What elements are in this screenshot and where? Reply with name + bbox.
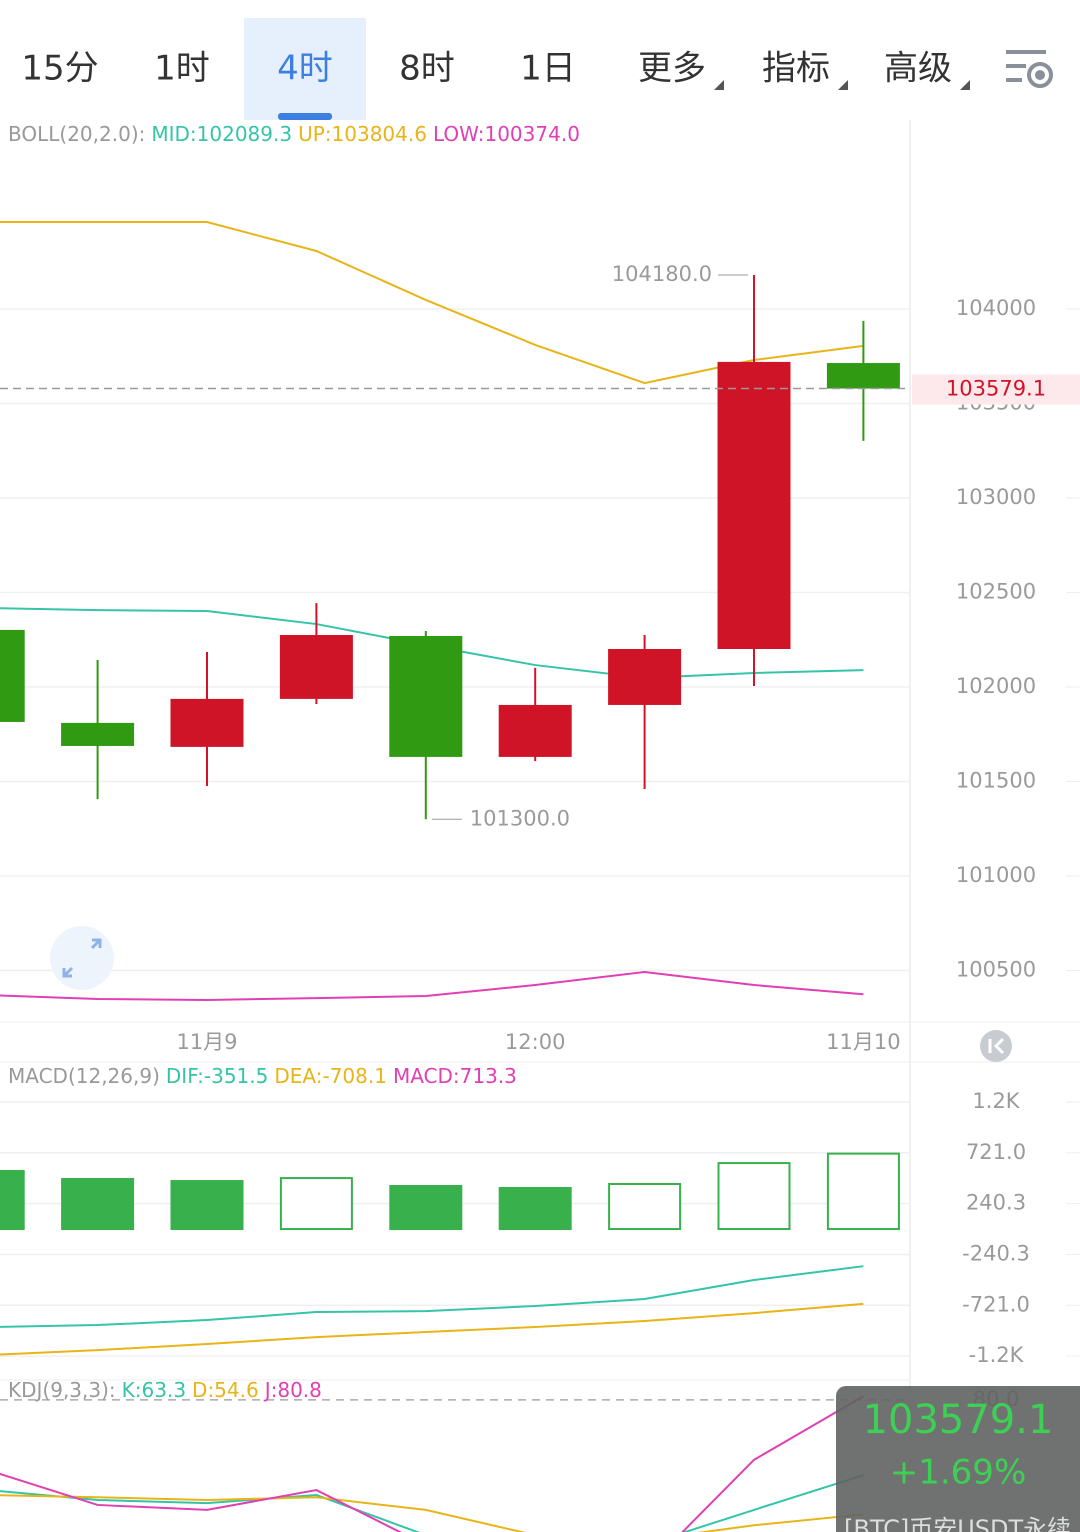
y-tick-label: 104000 xyxy=(956,296,1036,320)
tab[interactable]: 1时 xyxy=(154,49,210,89)
tab[interactable]: 1日 xyxy=(520,49,576,89)
annotation: 104180.0 xyxy=(612,262,712,286)
indicator-name: MACD(12,26,9) xyxy=(8,1064,160,1088)
candle-body xyxy=(826,363,900,389)
ticker-change: +1.69% xyxy=(890,1453,1027,1493)
last-price-box xyxy=(912,374,1080,405)
candle-body xyxy=(61,722,135,746)
series-line xyxy=(0,221,864,385)
legend-entry: DEA:-708.1 xyxy=(274,1064,387,1088)
series-line xyxy=(0,1265,864,1328)
macd-bar xyxy=(61,1178,135,1231)
indicator-name: KDJ(9,3,3): xyxy=(8,1378,116,1402)
y-tick-label: 102000 xyxy=(956,674,1036,698)
tab[interactable]: 8时 xyxy=(399,49,455,89)
y-tick-label: 103000 xyxy=(956,485,1036,509)
macd-bar xyxy=(279,1177,353,1231)
ticker-price: 103579.1 xyxy=(863,1397,1054,1443)
legend-entry: D:54.6 xyxy=(192,1378,259,1402)
series-line xyxy=(0,1474,864,1532)
y-tick-label: -240.3 xyxy=(962,1241,1030,1265)
tab[interactable]: 指标 xyxy=(762,49,830,89)
dropdown-arrow xyxy=(838,80,848,90)
axes: 100500 101000 101500 102000 102500 103000 1035… xyxy=(176,296,1080,1411)
dropdown-arrow xyxy=(960,80,970,90)
x-tick-label: 11月10 xyxy=(826,1030,900,1054)
tab[interactable]: 高级 xyxy=(884,49,952,89)
y-tick-label: 102500 xyxy=(956,579,1036,603)
legend-entry: MID:102089.3 xyxy=(151,122,292,146)
macd-bar xyxy=(717,1162,791,1231)
annotation: 101300.0 xyxy=(470,806,570,830)
ticker-name: [BTC]币安USDT永续 xyxy=(844,1515,1071,1532)
y-tick-label: 101000 xyxy=(956,863,1036,887)
legend-entry: DIF:-351.5 xyxy=(166,1064,268,1088)
y-tick-label: 100500 xyxy=(956,957,1036,981)
y-tick-label: 721.0 xyxy=(966,1140,1026,1164)
y-tick-label: -721.0 xyxy=(962,1292,1030,1316)
legend-entry: MACD:713.3 xyxy=(393,1064,517,1088)
y-tick-label: 240.3 xyxy=(966,1191,1026,1215)
settings-icon[interactable] xyxy=(1006,50,1053,88)
series-line xyxy=(0,1395,864,1532)
macd-header: MACD(12,26,9) DIF:-351.5 DEA:-708.1 MACD:71… xyxy=(8,1064,517,1088)
macd-bar xyxy=(0,1169,25,1231)
tab[interactable]: 4时 xyxy=(277,49,333,89)
y-tick-label: -1.2K xyxy=(969,1343,1025,1367)
jump-latest-button[interactable] xyxy=(980,1030,1012,1062)
legend-entry: J:80.8 xyxy=(263,1378,322,1402)
indicator-name: BOLL(20,2.0): xyxy=(8,122,145,146)
macd-bar xyxy=(389,1185,463,1231)
macd-bar xyxy=(608,1182,682,1231)
series-line xyxy=(0,970,864,1001)
candle-body xyxy=(717,361,791,650)
candle-body xyxy=(608,649,682,705)
plot-area: 104180.0 101300.0 xyxy=(0,221,910,1532)
candle-body xyxy=(170,698,244,747)
expand-button[interactable] xyxy=(50,926,114,990)
kdj-header: KDJ(9,3,3): K:63.3 D:54.6 J:80.8 xyxy=(8,1378,322,1402)
legend-entry: LOW:100374.0 xyxy=(433,122,580,146)
macd-bar xyxy=(170,1180,244,1231)
candle-body xyxy=(0,629,25,722)
candle-body xyxy=(279,635,353,699)
tab[interactable]: 更多 xyxy=(638,49,706,89)
series-line xyxy=(0,1302,864,1356)
legend-entry: UP:103804.6 xyxy=(298,122,427,146)
tab-bar xyxy=(0,0,1080,120)
last-price-label: 103579.1 xyxy=(946,377,1046,401)
y-tick-label: 1.2K xyxy=(972,1089,1020,1113)
tab[interactable]: 15分 xyxy=(21,49,98,89)
x-tick-label: 11月9 xyxy=(176,1030,237,1054)
x-tick-label: 12:00 xyxy=(505,1030,566,1054)
legend-entry: K:63.3 xyxy=(122,1378,186,1402)
dropdown-arrow xyxy=(714,80,724,90)
y-tick-label: 101500 xyxy=(956,768,1036,792)
ticker-box[interactable]: 103579.1 +1.69% [BTC]币安USDT永续 xyxy=(836,1386,1080,1532)
tab-indicator xyxy=(278,113,332,120)
series-line xyxy=(0,1494,864,1532)
macd-bar xyxy=(826,1152,900,1231)
macd-bar xyxy=(498,1187,572,1231)
tab-active-bg xyxy=(244,18,366,120)
boll-header: BOLL(20,2.0): MID:102089.3 UP:103804.6 LOW:… xyxy=(8,122,580,146)
candle-body xyxy=(389,635,463,757)
candle-body xyxy=(498,704,572,757)
